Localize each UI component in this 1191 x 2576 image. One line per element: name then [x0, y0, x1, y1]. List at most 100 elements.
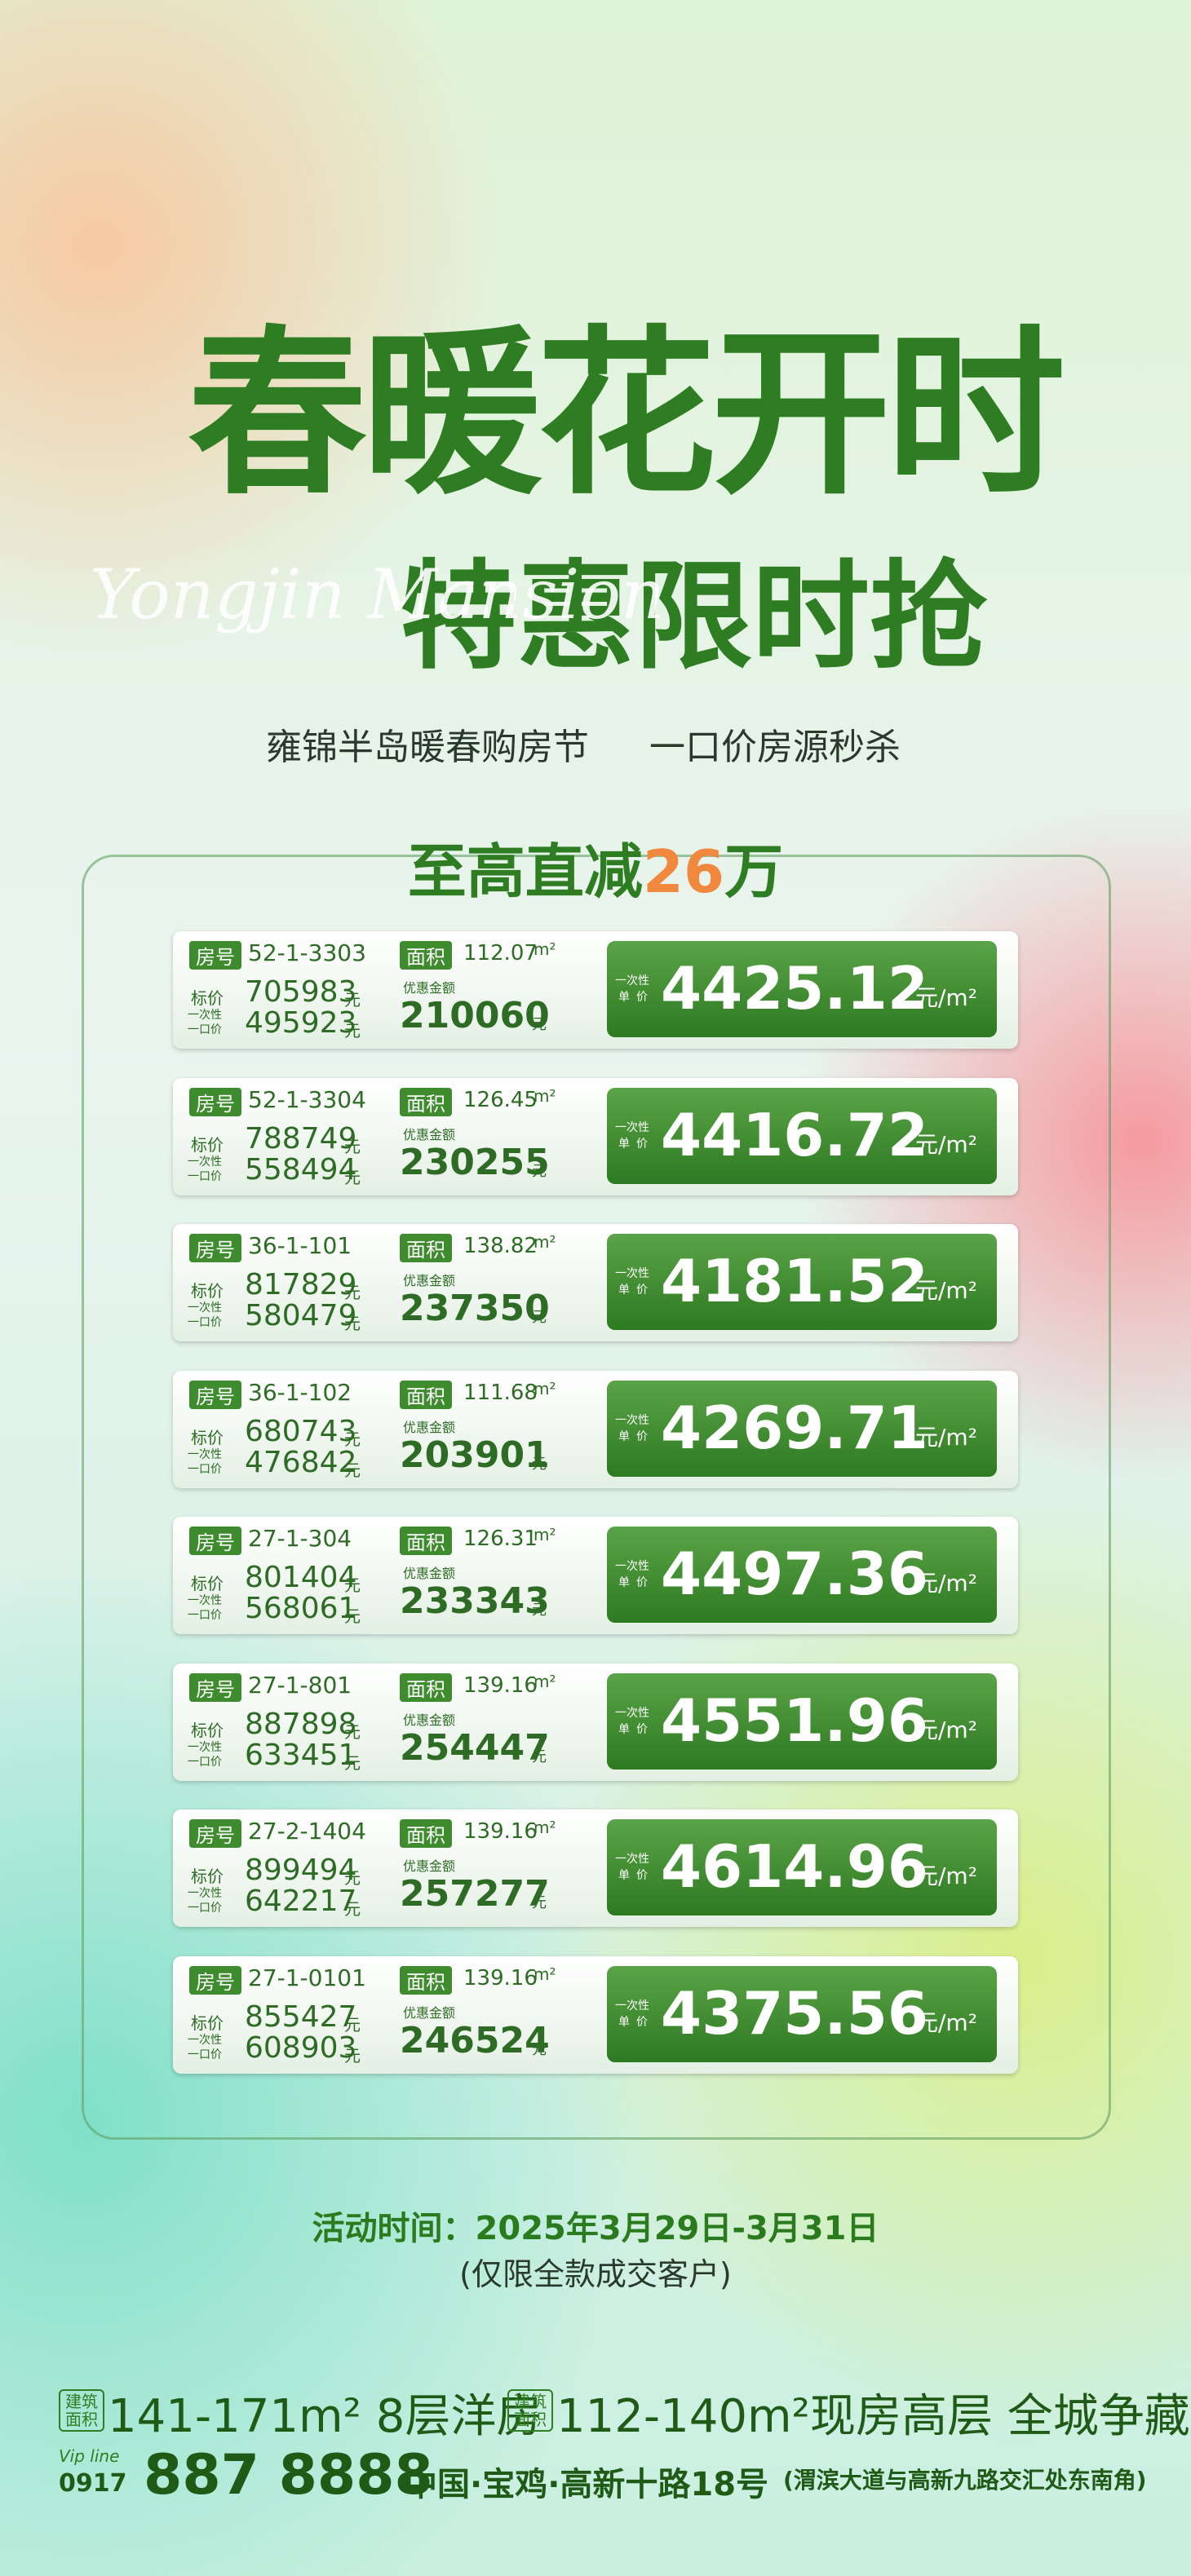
unit-label: 一次性 [615, 1120, 649, 1134]
yuan: 元 [344, 1283, 361, 1302]
unit: 元/m² [915, 984, 977, 1011]
onetime-label: 一口价 [188, 1609, 222, 1622]
unit-price: 4551.96 [661, 1686, 928, 1755]
title-line2: 特惠限时抢 [400, 548, 988, 685]
area: 111.68 [463, 1380, 538, 1405]
headline-number: 26 [642, 837, 725, 906]
sqm: m² [534, 1964, 556, 1984]
yuan: 元 [532, 1455, 547, 1473]
discount-label: 优惠金额 [403, 1126, 456, 1142]
unit-label: 一次性 [615, 1267, 649, 1280]
listing-row: 房号 36-1-102 标价 680743 元一次性 一口价 476842 元面积 111.68… [173, 1370, 1018, 1488]
room: 27-1-304 [248, 1525, 352, 1552]
room-label: 房号 [189, 941, 241, 970]
discount: 246524 [400, 2019, 550, 2061]
unit: 元/m² [915, 1716, 977, 1743]
address-note: (渭滨大道与高新九路交汇处东南角) [783, 2467, 1147, 2494]
onetime-price: 568061 [245, 1592, 357, 1625]
room: 52-1-3303 [248, 939, 366, 966]
onetime-label: 一口价 [188, 1462, 222, 1476]
price-button: 一次性 单价 4269.71 元/m² [607, 1380, 997, 1477]
area: 139.16 [463, 1672, 538, 1698]
onetime-label: 一口价 [188, 1316, 222, 1329]
onetime-label: 一口价 [188, 1169, 222, 1183]
area-label: 面积 [400, 1527, 452, 1555]
list-price: 899494 [245, 1854, 357, 1887]
room: 27-1-0101 [248, 1964, 366, 1991]
yuan: 元 [532, 1894, 547, 1911]
list-price: 680743 [245, 1414, 357, 1448]
unit-price: 4181.52 [661, 1247, 928, 1315]
list-label: 标价 [191, 2013, 224, 2033]
unit: 元/m² [915, 1277, 977, 1304]
script-text: Yongjin Mansion [90, 555, 666, 634]
list-label: 标价 [191, 1867, 224, 1886]
unit-label: 一次性 [615, 974, 649, 988]
onetime-label: 一次性 [188, 1009, 222, 1022]
unit-price: 4425.12 [661, 954, 928, 1023]
onetime-price: 642217 [245, 1885, 357, 1918]
room-label: 房号 [189, 1087, 241, 1116]
list-price: 817829 [245, 1268, 357, 1301]
yuan: 元 [344, 1021, 361, 1041]
unit-label: 一次性 [615, 1853, 649, 1866]
price-button: 一次性 单价 4551.96 元/m² [607, 1672, 997, 1770]
listing-row: 房号 52-1-3304 标价 788749 元一次性 一口价 558494 元面积 126.4… [173, 1077, 1018, 1195]
unit-label: 单价 [618, 991, 654, 1004]
unit-price: 4614.96 [661, 1832, 928, 1901]
onetime-label: 一次性 [188, 1594, 222, 1607]
list-price: 705983 [245, 975, 357, 1009]
yuan: 元 [344, 1429, 361, 1449]
price-button: 一次性 单价 4497.36 元/m² [607, 1527, 997, 1623]
headline-text: 万 [724, 837, 784, 906]
discount-label: 优惠金额 [403, 1419, 456, 1435]
area: 139.16 [463, 1965, 538, 1991]
yuan: 元 [344, 1575, 361, 1595]
area-label: 面积 [400, 1087, 452, 1116]
area: 126.45 [463, 1087, 538, 1112]
discount-label: 优惠金额 [403, 1273, 456, 1288]
discount-label: 优惠金额 [403, 2004, 456, 2021]
sqm: m² [534, 1378, 556, 1398]
discount: 210060 [400, 995, 550, 1036]
discount: 230255 [400, 1141, 550, 1183]
room: 27-2-1404 [248, 1818, 366, 1845]
badge-text: 面积 [514, 2410, 547, 2429]
list-label: 标价 [191, 1427, 224, 1447]
list-price: 801404 [245, 1561, 357, 1594]
unit-label: 一次性 [615, 1413, 649, 1427]
list-price: 788749 [245, 1121, 357, 1155]
badge: 建筑 面积 [59, 2389, 104, 2432]
area: 138.82 [463, 1234, 538, 1258]
yuan: 元 [344, 1460, 361, 1480]
yuan: 元 [344, 2045, 361, 2066]
yuan: 元 [532, 1602, 547, 1619]
area-label: 面积 [400, 1965, 452, 1995]
listing-row: 房号 52-1-3303 标价 705983 元一次性 一口价 495923 元面积 112.0… [173, 931, 1018, 1049]
onetime-label: 一口价 [188, 2048, 222, 2061]
price-button: 一次性 单价 4416.72 元/m² [607, 1087, 997, 1184]
unit-label: 单价 [618, 1429, 654, 1443]
vip: Vip line [59, 2446, 120, 2466]
listing-row: 房号 27-1-0101 标价 855427 元一次性 一口价 608903 元面积 139.1… [173, 1955, 1018, 2074]
sqm: m² [534, 1671, 556, 1691]
sqm: m² [534, 1525, 556, 1544]
product: 141-171m² 8层洋房 [108, 2390, 542, 2443]
list-label: 标价 [191, 1134, 224, 1155]
event-time: 活动时间：2025年3月29日-3月31日 [312, 2210, 879, 2247]
area-label: 面积 [400, 941, 452, 970]
price-button: 一次性 单价 4375.56 元/m² [607, 1965, 997, 2062]
discount: 233343 [400, 1580, 550, 1622]
list-price: 887898 [245, 1707, 357, 1741]
listing-row: 房号 27-1-801 标价 887898 元一次性 一口价 633451 元面积 139.16… [173, 1663, 1018, 1781]
sqm: m² [534, 1085, 556, 1106]
yuan: 元 [532, 1016, 547, 1033]
unit: 元/m² [915, 2008, 977, 2036]
yuan: 元 [344, 1899, 361, 1919]
listing-row: 房号 36-1-101 标价 817829 元一次性 一口价 580479 元面积 138.82… [173, 1224, 1018, 1341]
unit-label: 单价 [618, 1137, 654, 1151]
discount: 254447 [400, 1726, 550, 1769]
unit-price: 4497.36 [661, 1540, 928, 1608]
room-label: 房号 [189, 1819, 241, 1848]
list-label: 标价 [191, 1574, 224, 1593]
